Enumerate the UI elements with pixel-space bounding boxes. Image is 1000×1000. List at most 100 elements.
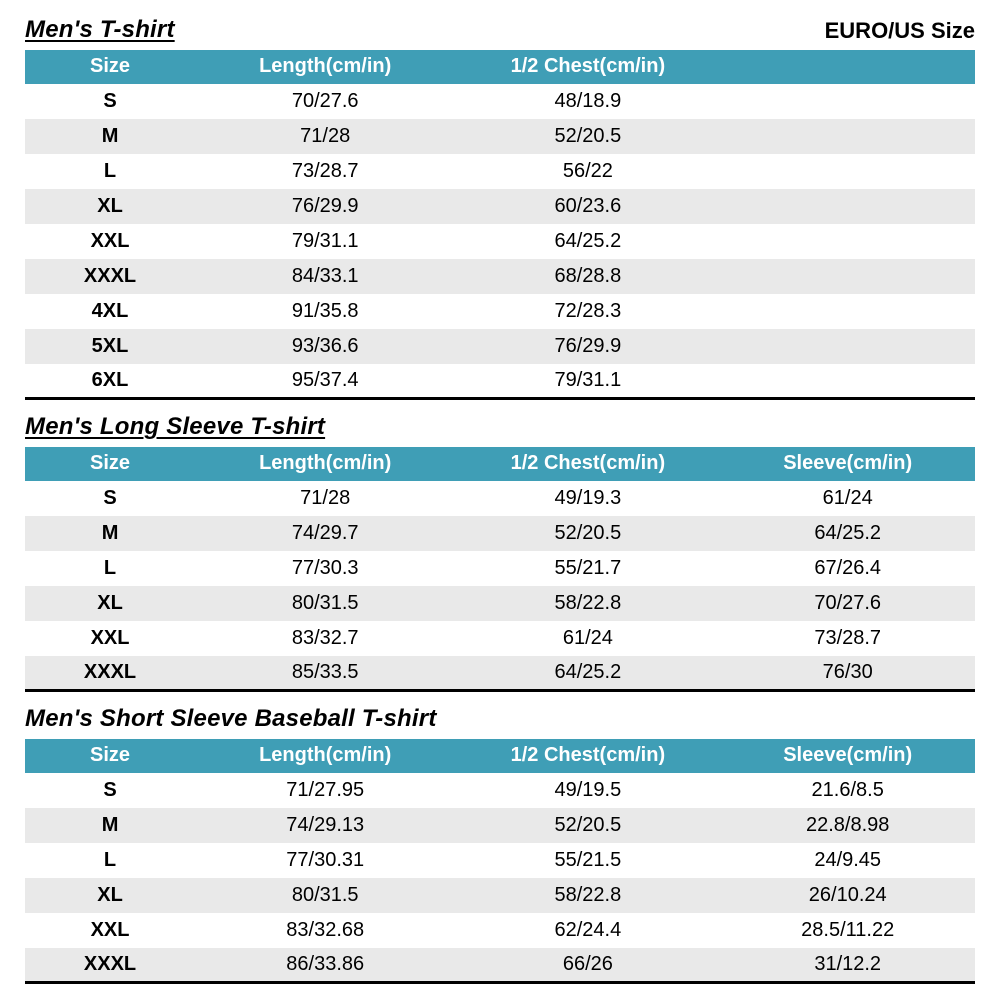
section-mens-tshirt: Men's T-shirt EURO/US Size Size Length(cm… bbox=[25, 16, 975, 401]
value-cell: 70/27.6 bbox=[814, 591, 882, 614]
value-cell: 76/29.9 bbox=[291, 194, 359, 217]
column-header bbox=[720, 49, 975, 84]
value-cell: 62/24.4 bbox=[554, 918, 622, 941]
value-cell: 71/28 bbox=[300, 486, 351, 509]
value-cell bbox=[720, 84, 975, 119]
title-row: Men's Short Sleeve Baseball T-shirt bbox=[25, 705, 975, 733]
column-header: Sleeve(cm/in) bbox=[720, 446, 975, 481]
table-row: XL 76/29.9 60/23.6 bbox=[25, 188, 975, 224]
value-cell: 22.8/8.98 bbox=[805, 813, 890, 836]
value-cell: 68/28.8 bbox=[554, 264, 622, 287]
size-cell: M bbox=[101, 521, 119, 544]
column-header: 1/2 Chest(cm/in) bbox=[455, 738, 721, 773]
value-cell: 83/32.7 bbox=[291, 626, 359, 649]
size-cell: XXXL bbox=[83, 953, 137, 976]
size-table-mens-short-sleeve-baseball-tshirt: Size Length(cm/in) 1/2 Chest(cm/in) Sleeve(… bbox=[25, 738, 975, 985]
value-cell: 56/22 bbox=[562, 159, 613, 182]
value-cell bbox=[720, 189, 975, 224]
value-cell: 64/25.2 bbox=[554, 229, 622, 252]
table-row: M 74/29.13 52/20.5 22.8/8.98 bbox=[25, 807, 975, 843]
size-cell: XXL bbox=[90, 229, 130, 252]
value-cell: 58/22.8 bbox=[554, 883, 622, 906]
value-cell: 77/30.3 bbox=[291, 556, 359, 579]
value-cell: 58/22.8 bbox=[554, 591, 622, 614]
value-cell bbox=[720, 294, 975, 329]
value-cell: 95/37.4 bbox=[291, 368, 359, 391]
value-cell: 85/33.5 bbox=[291, 660, 359, 683]
value-cell bbox=[720, 154, 975, 189]
column-header: Sleeve(cm/in) bbox=[720, 738, 975, 773]
value-cell: 61/24 bbox=[562, 626, 613, 649]
size-cell: XXXL bbox=[83, 660, 137, 683]
table-row: XL 80/31.5 58/22.8 26/10.24 bbox=[25, 877, 975, 913]
size-cell: S bbox=[103, 778, 117, 801]
value-cell: 79/31.1 bbox=[291, 229, 359, 252]
size-cell: L bbox=[103, 159, 117, 182]
value-cell: 86/33.86 bbox=[286, 953, 365, 976]
value-cell: 93/36.6 bbox=[291, 334, 359, 357]
value-cell bbox=[720, 259, 975, 294]
size-cell: L bbox=[103, 556, 117, 579]
value-cell: 31/12.2 bbox=[814, 953, 882, 976]
column-header: Size bbox=[25, 446, 196, 481]
size-cell: XXXL bbox=[83, 264, 137, 287]
size-cell: XL bbox=[97, 591, 123, 614]
header-row: Size Length(cm/in) 1/2 Chest(cm/in) Sleeve(… bbox=[25, 738, 975, 773]
value-cell: 70/27.6 bbox=[291, 89, 359, 112]
value-cell bbox=[720, 329, 975, 364]
table-row: XXXL 84/33.1 68/28.8 bbox=[25, 258, 975, 294]
column-header: Length(cm/in) bbox=[195, 738, 456, 773]
table-row: XXL 83/32.7 61/24 73/28.7 bbox=[25, 621, 975, 656]
size-cell: 6XL bbox=[91, 368, 129, 391]
section-mens-short-sleeve-baseball-tshirt: Men's Short Sleeve Baseball T-shirt Size… bbox=[25, 705, 975, 985]
column-header: 1/2 Chest(cm/in) bbox=[455, 49, 721, 84]
value-cell: 66/26 bbox=[562, 953, 613, 976]
size-standard-label: EURO/US Size bbox=[824, 18, 975, 44]
section-title: Men's Short Sleeve Baseball T-shirt bbox=[25, 705, 437, 733]
value-cell: 79/31.1 bbox=[554, 368, 622, 391]
value-cell: 67/26.4 bbox=[814, 556, 882, 579]
size-cell: 5XL bbox=[91, 334, 129, 357]
value-cell: 21.6/8.5 bbox=[811, 778, 884, 801]
size-cell: XL bbox=[97, 194, 123, 217]
value-cell: 83/32.68 bbox=[286, 918, 365, 941]
table-row: S 70/27.6 48/18.9 bbox=[25, 84, 975, 119]
value-cell: 28.5/11.22 bbox=[801, 918, 895, 941]
size-cell: XXL bbox=[90, 918, 130, 941]
value-cell: 71/28 bbox=[300, 124, 351, 147]
header-row: Size Length(cm/in) 1/2 Chest(cm/in) bbox=[25, 49, 975, 84]
value-cell: 77/30.31 bbox=[286, 848, 365, 871]
column-header: Length(cm/in) bbox=[195, 49, 456, 84]
table-row: L 77/30.3 55/21.7 67/26.4 bbox=[25, 551, 975, 586]
section-title: Men's Long Sleeve T-shirt bbox=[25, 413, 326, 441]
value-cell: 76/29.9 bbox=[554, 334, 622, 357]
value-cell: 55/21.5 bbox=[554, 848, 622, 871]
value-cell: 71/27.95 bbox=[286, 778, 365, 801]
value-cell bbox=[720, 364, 975, 399]
table-row: XXXL 85/33.5 64/25.2 76/30 bbox=[25, 655, 975, 691]
column-header: Length(cm/in) bbox=[195, 446, 456, 481]
size-cell: M bbox=[101, 813, 119, 836]
value-cell: 48/18.9 bbox=[554, 89, 622, 112]
size-cell: XXL bbox=[90, 626, 130, 649]
value-cell: 91/35.8 bbox=[291, 299, 359, 322]
value-cell: 64/25.2 bbox=[814, 521, 882, 544]
size-cell: XL bbox=[97, 883, 123, 906]
title-row: Men's Long Sleeve T-shirt bbox=[25, 413, 975, 441]
size-cell: S bbox=[103, 486, 117, 509]
column-header: 1/2 Chest(cm/in) bbox=[455, 446, 721, 481]
value-cell: 61/24 bbox=[822, 486, 873, 509]
value-cell: 64/25.2 bbox=[554, 660, 622, 683]
value-cell bbox=[720, 119, 975, 154]
table-row: XL 80/31.5 58/22.8 70/27.6 bbox=[25, 585, 975, 621]
column-header: Size bbox=[25, 738, 196, 773]
title-row: Men's T-shirt EURO/US Size bbox=[25, 16, 975, 44]
value-cell bbox=[720, 224, 975, 259]
value-cell: 73/28.7 bbox=[291, 159, 359, 182]
size-table-mens-long-sleeve-tshirt: Size Length(cm/in) 1/2 Chest(cm/in) Sleeve(… bbox=[25, 446, 975, 693]
value-cell: 55/21.7 bbox=[554, 556, 622, 579]
value-cell: 52/20.5 bbox=[554, 124, 622, 147]
value-cell: 80/31.5 bbox=[291, 591, 359, 614]
size-table-mens-tshirt: Size Length(cm/in) 1/2 Chest(cm/in) S 70/27.… bbox=[25, 49, 975, 401]
table-row: S 71/27.95 49/19.5 21.6/8.5 bbox=[25, 773, 975, 808]
